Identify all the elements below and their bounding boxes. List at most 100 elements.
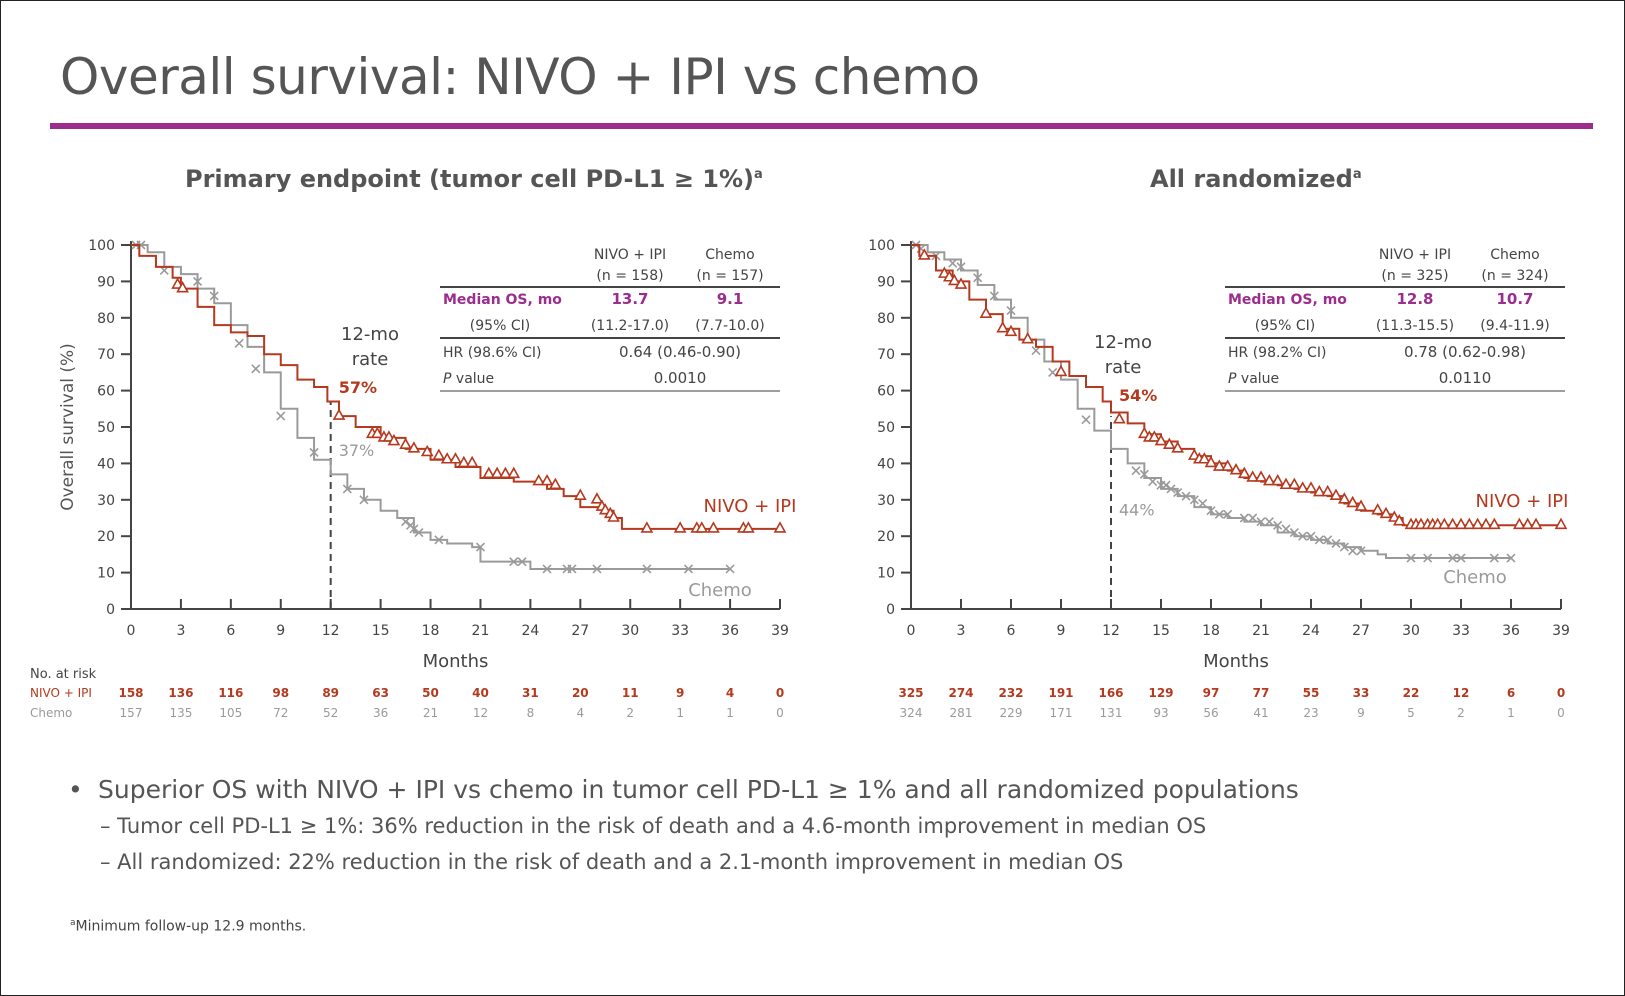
y-tick-label: 100 [868, 238, 895, 254]
nivo-censor-marker [1229, 463, 1243, 475]
at-risk-nivo-value: 325 [898, 686, 923, 700]
nivo-censor-marker [1471, 517, 1485, 530]
x-tick-label: 39 [771, 623, 789, 639]
nivo-censor-marker [640, 521, 654, 533]
nivo-censor-marker [742, 521, 755, 533]
nivo-censor-marker [947, 273, 961, 286]
y-tick-label: 30 [877, 493, 895, 509]
chemo-censor-marker [434, 535, 444, 545]
at-risk-chemo-value: 52 [323, 706, 338, 720]
chemo-censor-marker [517, 557, 527, 567]
at-risk-nivo-value: 129 [1148, 686, 1173, 700]
chemo-censor-marker [276, 411, 286, 421]
x-tick-label: 3 [957, 623, 966, 639]
at-risk-nivo-value: 50 [422, 686, 439, 700]
nivo-censor-marker [1454, 517, 1468, 530]
x-tick-label: 21 [472, 623, 490, 639]
y-tick-label: 80 [97, 311, 115, 327]
chemo-censor-marker [1339, 542, 1349, 552]
nivo-censor-marker [1487, 517, 1501, 530]
x-tick-label: 12 [1102, 623, 1120, 639]
at-risk-chemo-value: 93 [1153, 706, 1168, 720]
nivo-censor-marker [332, 408, 346, 420]
chemo-12mo-rate: 44% [1119, 501, 1155, 520]
at-risk-chemo-value: 171 [1050, 706, 1073, 720]
chemo-censor-marker [1273, 520, 1283, 530]
table-row-label: (95% CI) [1255, 318, 1315, 334]
chemo-censor-marker [1139, 469, 1149, 479]
footnote-text: Minimum follow-up 12.9 months. [75, 918, 307, 935]
table-col-n: (n = 325) [1381, 268, 1448, 284]
y-tick-label: 20 [877, 529, 895, 545]
nivo-censor-marker [1287, 477, 1301, 490]
chemo-censor-marker [1406, 553, 1416, 563]
x-tick-label: 9 [1057, 623, 1066, 639]
chemo-censor-marker [1173, 487, 1183, 498]
nivo-censor-marker [1212, 459, 1226, 471]
at-risk-chemo-value: 131 [1100, 706, 1123, 720]
chemo-censor-marker [1223, 509, 1233, 519]
chemo-censor-marker [401, 517, 411, 527]
nivo-censor-marker [695, 521, 709, 533]
at-risk-chemo-value: 0 [776, 706, 784, 720]
at-risk-nivo-value: 33 [1353, 686, 1370, 700]
nivo-12mo-rate: 57% [339, 378, 377, 397]
at-risk-chemo-value: 157 [120, 706, 143, 720]
nivo-censor-marker [1296, 481, 1310, 493]
nivo-ipi-curve [131, 244, 780, 530]
bullet-dot: • [68, 775, 83, 804]
left-chart-title: Primary endpoint (tumor cell PD-L1 ≥ 1%)… [185, 165, 763, 193]
y-tick-label: 100 [88, 238, 115, 254]
chemo-censor-marker [683, 564, 694, 574]
at-risk-nivo-value: 20 [572, 686, 589, 700]
table-cell-chemo: (9.4-11.9) [1480, 318, 1549, 334]
at-risk-chemo-value: 56 [1203, 706, 1218, 720]
nivo-censor-marker [1021, 331, 1035, 344]
chemo-censor-marker [1131, 466, 1141, 476]
nivo-censor-marker [1462, 517, 1476, 530]
nivo-censor-marker [387, 433, 401, 446]
at-risk-nivo-value: 98 [272, 686, 289, 700]
chemo-censor-marker [1423, 553, 1433, 563]
x-tick-label: 0 [907, 623, 916, 639]
nivo-censor-marker [1279, 477, 1293, 490]
x-tick-label: 12 [322, 623, 340, 639]
nivo-censor-marker [1337, 492, 1351, 504]
x-tick-label: 15 [1152, 623, 1170, 639]
nivo-censor-marker [370, 426, 384, 439]
nivo-curve-label: NIVO + IPI [1476, 491, 1569, 512]
at-risk-chemo-value: 1 [1507, 706, 1515, 720]
nivo-censor-marker [1446, 517, 1460, 530]
table-cell-span: 0.0110 [1439, 369, 1492, 387]
y-tick-label: 60 [97, 384, 115, 400]
at-risk-chemo-value: 229 [1000, 706, 1023, 720]
nivo-censor-marker [1154, 433, 1168, 446]
chemo-censor-marker [309, 447, 319, 458]
y-tick-label: 10 [97, 566, 115, 582]
chemo-censor-marker [342, 484, 352, 494]
nivo-censor-marker [1521, 517, 1535, 530]
nivo-censor-marker [507, 466, 521, 479]
x-tick-label: 27 [571, 623, 589, 639]
chemo-censor-marker [642, 564, 652, 574]
footnote-mark: a [70, 918, 76, 928]
at-risk-chemo-value: 1 [726, 706, 734, 720]
nivo-censor-marker [1221, 459, 1235, 471]
table-col-header: Chemo [1490, 247, 1539, 263]
chemo-censor-marker [1348, 546, 1358, 556]
y-tick-label: 60 [877, 384, 895, 400]
table-row-label: P value [443, 371, 494, 387]
at-risk-nivo-value: 6 [1507, 686, 1515, 700]
nivo-censor-marker [532, 473, 546, 486]
at-risk-title: No. at risk [30, 667, 97, 682]
chemo-censor-marker [973, 273, 983, 283]
nivo-censor-marker [407, 441, 421, 453]
nivo-censor-marker [1054, 364, 1068, 377]
chemo-censor-marker [509, 557, 519, 567]
nivo-censor-marker [457, 455, 471, 468]
y-tick-label: 10 [877, 566, 895, 582]
nivo-censor-marker [996, 321, 1010, 333]
chemo-censor-marker [1289, 527, 1299, 538]
chemo-censor-marker [1281, 524, 1291, 534]
bullet-main-text: Superior OS with NIVO + IPI vs chemo in … [98, 775, 1299, 804]
